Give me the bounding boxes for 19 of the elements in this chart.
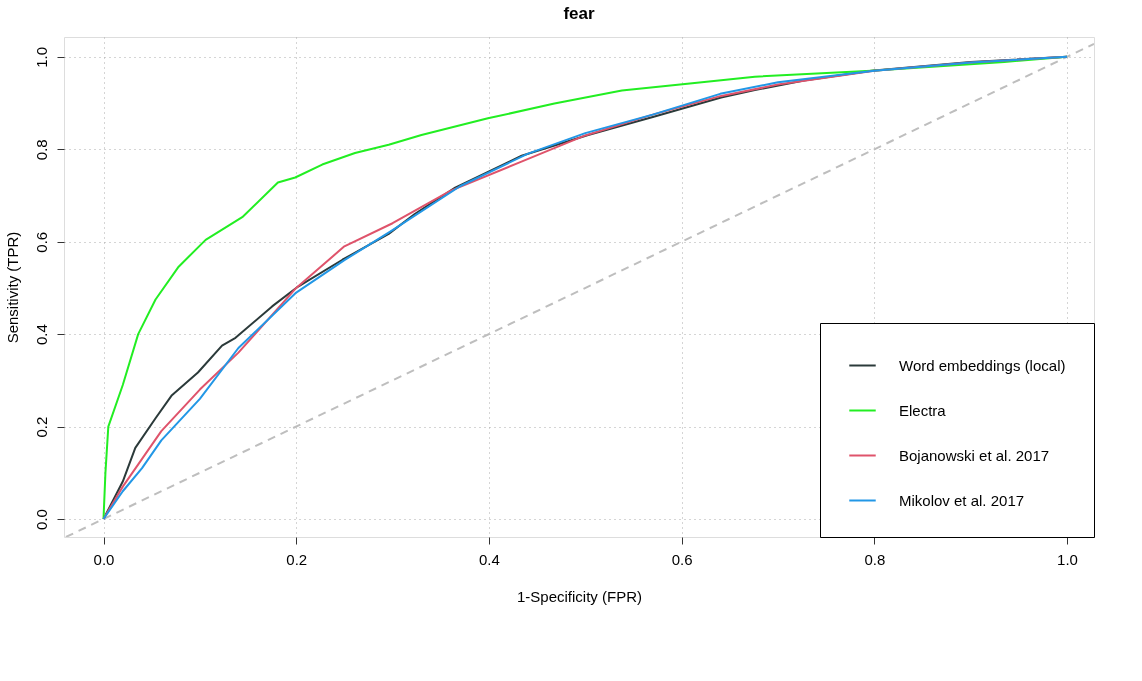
- y-tick-label: 0.4: [32, 324, 50, 346]
- legend-label: Word embeddings (local): [899, 356, 1066, 374]
- y-axis-title: Sensitivity (TPR): [3, 231, 21, 344]
- legend-label: Mikolov et al. 2017: [899, 491, 1025, 509]
- x-tick-label: 0.0: [93, 550, 115, 568]
- y-tick-label: 1.0: [32, 46, 50, 68]
- x-tick-label: 0.6: [671, 550, 693, 568]
- y-tick-label: 0.8: [32, 139, 50, 161]
- legend-label: Electra: [899, 401, 947, 419]
- y-tick-label: 0.2: [32, 416, 50, 438]
- x-tick-label: 0.8: [864, 550, 886, 568]
- y-tick-label: 0.6: [32, 231, 50, 253]
- chart-title: fear: [563, 4, 595, 23]
- x-tick-label: 0.4: [478, 550, 500, 568]
- legend-label: Bojanowski et al. 2017: [899, 446, 1050, 464]
- x-tick-label: 1.0: [1057, 550, 1078, 568]
- x-tick-label: 0.2: [286, 550, 308, 568]
- y-tick-label: 0.0: [32, 509, 50, 530]
- x-axis-title: 1-Specificity (FPR): [516, 587, 643, 605]
